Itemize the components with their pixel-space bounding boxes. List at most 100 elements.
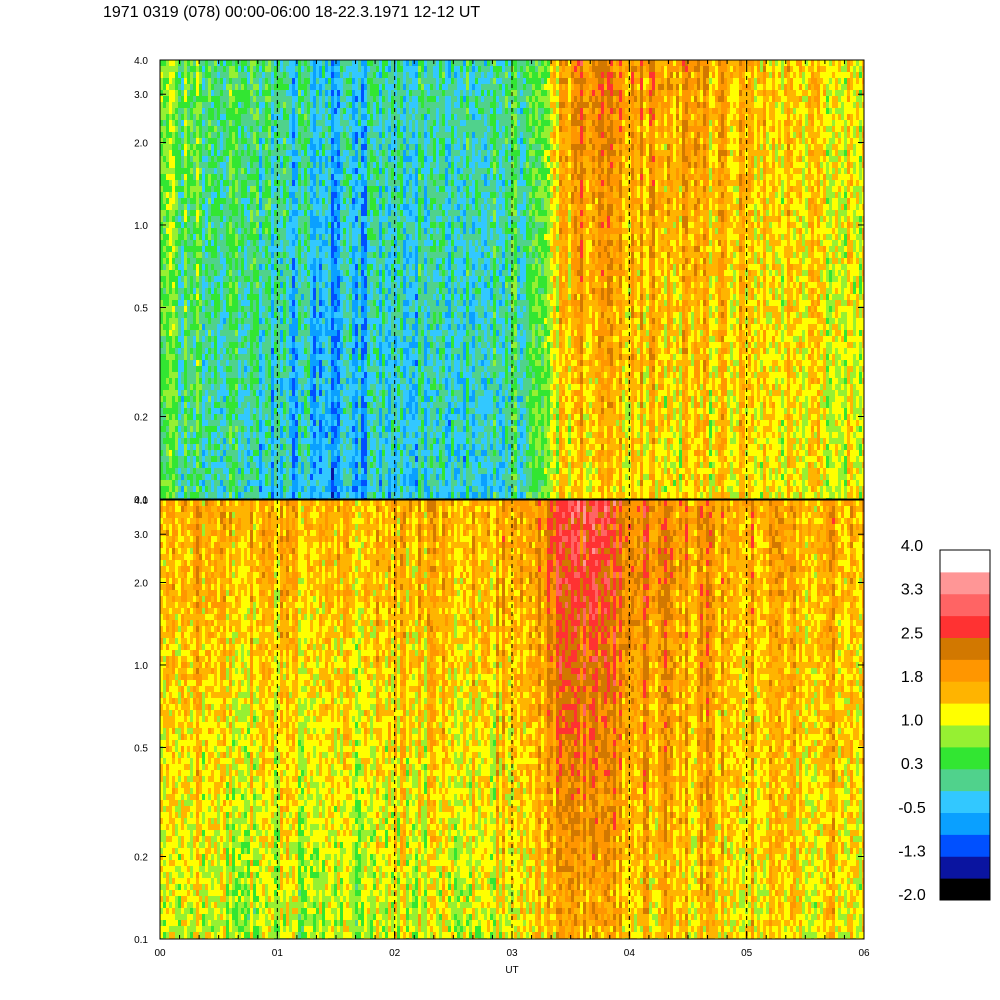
heatmap-cell <box>169 198 172 204</box>
heatmap-cell <box>331 204 334 210</box>
heatmap-cell <box>319 120 322 126</box>
heatmap-cell <box>178 402 181 408</box>
heatmap-cell <box>316 366 319 372</box>
heatmap-cell <box>313 342 316 348</box>
heatmap-cell <box>235 342 238 348</box>
heatmap-cell <box>307 300 310 306</box>
heatmap-cell <box>253 348 256 354</box>
heatmap-cell <box>178 222 181 228</box>
heatmap-cell <box>220 162 223 168</box>
heatmap-cell <box>355 462 358 468</box>
heatmap-cell <box>286 72 289 78</box>
heatmap-cell <box>307 216 310 222</box>
heatmap-cell <box>238 474 241 480</box>
heatmap-cell <box>244 270 247 276</box>
heatmap-cell <box>163 306 166 312</box>
heatmap-cell <box>244 84 247 90</box>
heatmap-cell <box>211 402 214 408</box>
heatmap-cell <box>283 180 286 186</box>
heatmap-cell <box>301 474 304 480</box>
heatmap-cell <box>217 288 220 294</box>
heatmap-cell <box>274 444 277 450</box>
heatmap-cell <box>313 204 316 210</box>
heatmap-cell <box>190 162 193 168</box>
heatmap-cell <box>331 270 334 276</box>
heatmap-cell <box>190 102 193 108</box>
heatmap-cell <box>337 288 340 294</box>
heatmap-cell <box>271 168 274 174</box>
heatmap-cell <box>259 264 262 270</box>
heatmap-cell <box>217 354 220 360</box>
heatmap-cell <box>187 414 190 420</box>
heatmap-cell <box>238 318 241 324</box>
heatmap-cell <box>247 336 250 342</box>
heatmap-cell <box>286 354 289 360</box>
heatmap-cell <box>223 252 226 258</box>
heatmap-cell <box>247 444 250 450</box>
heatmap-cell <box>322 378 325 384</box>
heatmap-cell <box>304 72 307 78</box>
heatmap-cell <box>340 384 343 390</box>
heatmap-cell <box>247 132 250 138</box>
heatmap-cell <box>352 420 355 426</box>
heatmap-cell <box>298 222 301 228</box>
heatmap-cell <box>271 462 274 468</box>
heatmap-cell <box>163 192 166 198</box>
heatmap-cell <box>298 138 301 144</box>
heatmap-cell <box>340 90 343 96</box>
heatmap-cell <box>310 150 313 156</box>
heatmap-cell <box>358 228 361 234</box>
heatmap-cell <box>304 324 307 330</box>
heatmap-cell <box>187 270 190 276</box>
heatmap-cell <box>265 270 268 276</box>
heatmap-cell <box>352 390 355 396</box>
heatmap-cell <box>226 192 229 198</box>
heatmap-cell <box>238 462 241 468</box>
heatmap-cell <box>172 378 175 384</box>
heatmap-cell <box>217 330 220 336</box>
heatmap-cell <box>298 336 301 342</box>
heatmap-cell <box>343 216 346 222</box>
heatmap-cell <box>253 282 256 288</box>
heatmap-cell <box>259 354 262 360</box>
heatmap-cell <box>175 390 178 396</box>
heatmap-cell <box>244 354 247 360</box>
heatmap-cell <box>226 66 229 72</box>
heatmap-cell <box>226 354 229 360</box>
heatmap-cell <box>283 132 286 138</box>
heatmap-cell <box>250 438 253 444</box>
heatmap-cell <box>307 222 310 228</box>
heatmap-cell <box>310 222 313 228</box>
heatmap-cell <box>226 348 229 354</box>
heatmap-cell <box>274 90 277 96</box>
heatmap-cell <box>265 306 268 312</box>
heatmap-cell <box>229 324 232 330</box>
heatmap-cell <box>343 132 346 138</box>
heatmap-cell <box>349 462 352 468</box>
heatmap-cell <box>343 372 346 378</box>
heatmap-cell <box>292 492 295 498</box>
heatmap-cell <box>298 144 301 150</box>
heatmap-cell <box>352 156 355 162</box>
heatmap-cell <box>169 324 172 330</box>
heatmap-cell <box>316 120 319 126</box>
heatmap-cell <box>313 72 316 78</box>
heatmap-cell <box>196 78 199 84</box>
heatmap-cell <box>292 246 295 252</box>
heatmap-cell <box>238 444 241 450</box>
heatmap-cell <box>316 312 319 318</box>
heatmap-cell <box>322 264 325 270</box>
heatmap-cell <box>349 210 352 216</box>
heatmap-cell <box>223 120 226 126</box>
heatmap-cell <box>253 300 256 306</box>
heatmap-cell <box>238 156 241 162</box>
heatmap-cell <box>175 342 178 348</box>
heatmap-cell <box>352 216 355 222</box>
heatmap-cell <box>286 150 289 156</box>
heatmap-cell <box>211 408 214 414</box>
heatmap-cell <box>250 300 253 306</box>
heatmap-cell <box>346 438 349 444</box>
heatmap-cell <box>193 90 196 96</box>
heatmap-cell <box>181 222 184 228</box>
heatmap-cell <box>178 276 181 282</box>
